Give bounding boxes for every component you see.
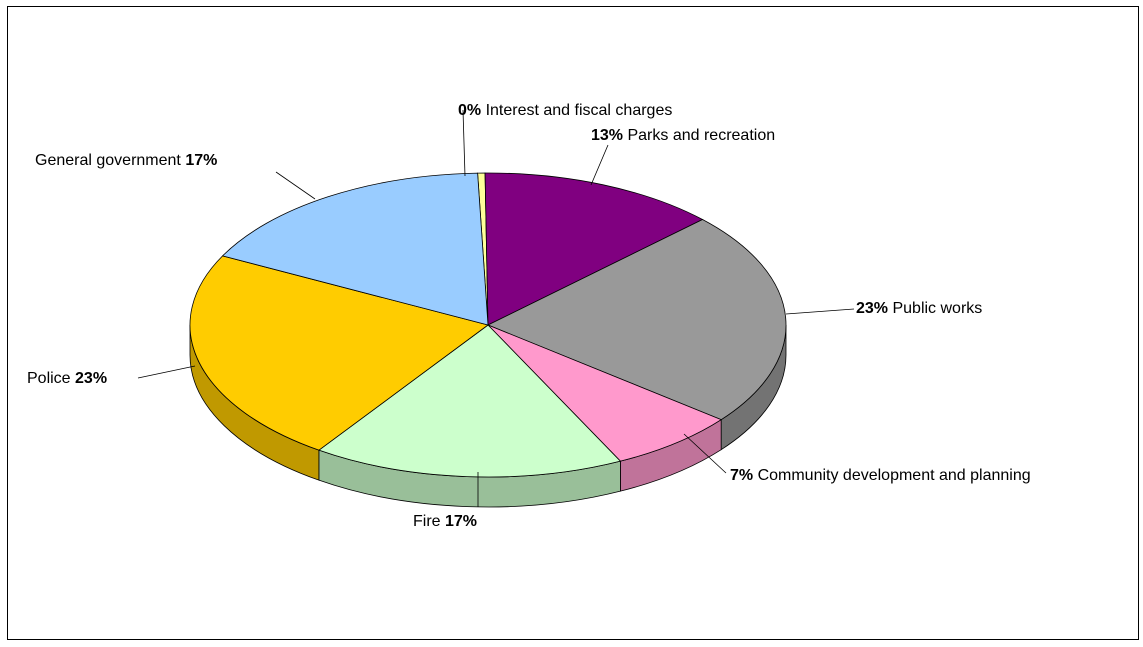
data-label-2: 23% Public works — [856, 300, 982, 317]
data-label-pct-4: 17% — [445, 513, 477, 530]
data-label-pct-3: 7% — [730, 467, 753, 484]
data-label-name-3: Community development and planning — [753, 467, 1031, 484]
leader-line-0 — [462, 109, 466, 177]
data-label-5: Police 23% — [27, 370, 107, 387]
pie-slice-community-development-and-planning — [487, 324, 723, 462]
chart-frame: 0% Interest and fiscal charges 13% Parks … — [7, 6, 1139, 640]
data-label-name-2: Public works — [888, 300, 982, 317]
data-label-0: 0% Interest and fiscal charges — [458, 102, 672, 119]
pie-slice-fire — [318, 324, 622, 478]
data-label-pct-6: 17% — [185, 152, 217, 169]
leader-line-1 — [590, 144, 609, 186]
leader-line-5 — [137, 365, 196, 379]
pie-slice-general-government — [221, 172, 489, 326]
leader-line-2 — [785, 308, 855, 315]
data-label-name-1: Parks and recreation — [623, 127, 775, 144]
data-label-3: 7% Community development and planning — [730, 467, 1031, 484]
data-label-pct-2: 23% — [856, 300, 888, 317]
leader-line-6 — [275, 171, 316, 200]
data-label-1: 13% Parks and recreation — [591, 127, 775, 144]
pie-slice-public-works — [487, 219, 787, 421]
leader-line-3 — [683, 433, 727, 474]
pie-chart: 0% Interest and fiscal charges 13% Parks … — [27, 102, 1031, 530]
data-label-name-4: Fire — [413, 513, 445, 530]
data-label-4: Fire 17% — [413, 513, 477, 530]
pie-slice-police — [189, 255, 489, 451]
data-label-name-0: Interest and fiscal charges — [481, 102, 672, 119]
data-label-name-6: General government — [35, 152, 185, 169]
data-label-6: General government 17% — [35, 152, 217, 169]
data-label-name-5: Police — [27, 370, 75, 387]
data-label-pct-5: 23% — [75, 370, 107, 387]
data-label-pct-1: 13% — [591, 127, 623, 144]
pie-slice-parks-and-recreation — [484, 172, 704, 326]
data-label-pct-0: 0% — [458, 102, 481, 119]
